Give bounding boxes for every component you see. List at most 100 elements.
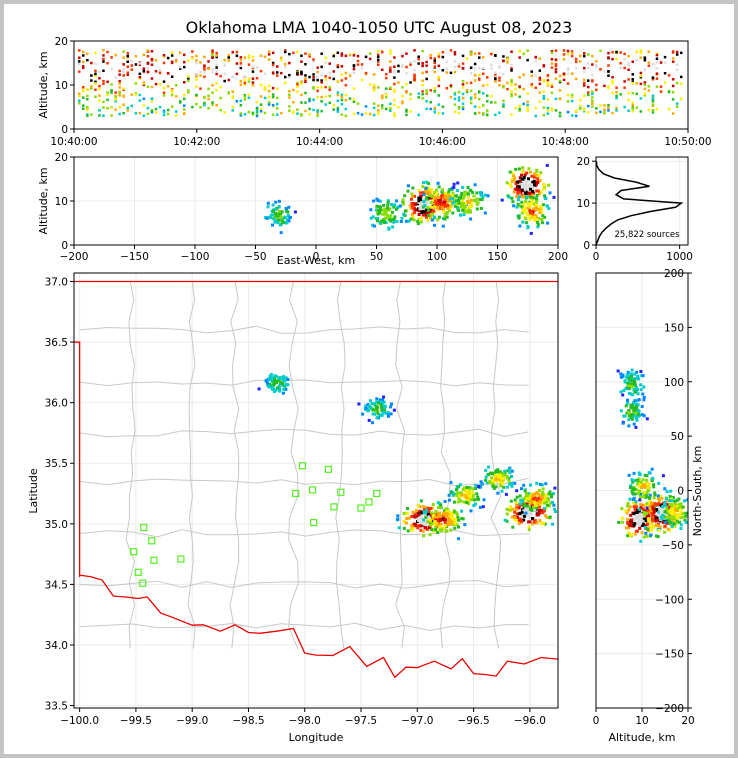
east-west-source-cluster (420, 211, 424, 214)
time-altitude-source (461, 92, 465, 96)
north-south-source-cluster (672, 511, 676, 515)
north-south-source-cluster (628, 497, 632, 501)
north-south-source-cluster (664, 513, 668, 517)
time-altitude-source (203, 75, 206, 78)
time-altitude-source (199, 61, 202, 64)
plan-view-ytick-label: 36.5 (45, 337, 68, 349)
plan-view-source-cluster (519, 498, 523, 502)
plan-view-source-cluster (438, 528, 442, 532)
plan-view-source-cluster (535, 498, 539, 502)
time-altitude-ytick-label: 0 (61, 124, 68, 136)
time-altitude-source (611, 51, 614, 54)
plan-view-source-cluster (487, 465, 490, 469)
north-south-source-cluster (633, 381, 637, 385)
north-south-source-cluster (627, 379, 631, 383)
east-west-source-cluster (529, 231, 533, 235)
north-south-source-cluster (621, 421, 625, 425)
time-altitude-source (385, 107, 388, 111)
time-altitude-source (78, 94, 81, 98)
plan-view-source-cluster (528, 501, 532, 505)
east-west-source-cluster (475, 207, 479, 211)
plan-view-source-cluster (526, 500, 530, 503)
north-south-source-cluster (626, 534, 630, 538)
county-line (395, 281, 406, 649)
time-altitude-source (405, 65, 408, 69)
time-altitude-source (611, 79, 614, 83)
time-altitude-source (372, 102, 376, 105)
east-west-source-cluster (392, 217, 396, 221)
east-west-source-cluster (403, 194, 407, 198)
east-west-source-cluster (419, 191, 423, 195)
time-altitude-source (195, 59, 198, 62)
time-altitude-source (389, 107, 392, 110)
time-altitude-source (433, 106, 436, 110)
time-altitude-source (389, 86, 392, 89)
east-west-source-cluster (431, 212, 434, 216)
plan-view-source-cluster (533, 494, 537, 498)
plan-view-source-cluster (412, 522, 416, 526)
plan-view-source-cluster (524, 496, 528, 499)
time-altitude-source (78, 102, 81, 105)
north-south-source-cluster (640, 519, 644, 523)
east-west-source-cluster (528, 214, 532, 218)
north-south-source-cluster (627, 508, 631, 512)
time-altitude-source (215, 70, 218, 73)
time-altitude-source (445, 87, 449, 90)
east-west-source-cluster (434, 199, 438, 203)
plan-view-source-cluster (436, 524, 440, 527)
north-south-source-cluster (665, 507, 669, 511)
plan-view-source-cluster (283, 379, 287, 383)
time-altitude-source (324, 56, 327, 60)
east-west-source-cluster (517, 214, 521, 218)
north-south-source-cluster (633, 383, 637, 387)
time-altitude-source (538, 82, 542, 86)
plan-view-source-cluster (375, 416, 379, 420)
time-altitude-source (417, 55, 420, 58)
time-altitude-source (271, 51, 275, 55)
east-west-source-cluster (541, 203, 545, 207)
time-altitude-source (615, 57, 618, 61)
time-altitude-source (195, 85, 198, 88)
plan-view-source-cluster (370, 402, 374, 406)
north-south-source-cluster (634, 488, 638, 491)
time-altitude-source (312, 73, 315, 76)
north-south-source-cluster (648, 511, 652, 514)
time-altitude-source (675, 63, 679, 67)
time-altitude-source (243, 56, 247, 59)
plan-view-source-cluster (367, 418, 371, 422)
time-altitude-source (142, 69, 146, 72)
east-west-source-cluster (522, 186, 526, 190)
time-altitude-source (263, 72, 267, 76)
time-altitude-source (280, 111, 283, 115)
time-altitude-source (574, 77, 578, 81)
time-altitude-source (146, 85, 150, 88)
time-altitude-source (162, 113, 166, 117)
plan-view-source-cluster (413, 515, 417, 519)
north-south-source-cluster (629, 379, 633, 383)
east-west-source-cluster (392, 220, 396, 224)
east-west-source-cluster (417, 209, 421, 213)
plan-view-source-cluster (438, 525, 442, 529)
time-altitude-source (502, 86, 505, 89)
time-altitude-source (389, 70, 392, 73)
time-altitude-source (344, 93, 348, 97)
time-altitude-source (276, 102, 279, 106)
north-south-source-cluster (653, 502, 657, 506)
time-altitude-source (655, 108, 659, 111)
time-altitude-source (433, 65, 436, 68)
north-south-source-cluster (663, 510, 667, 514)
time-altitude-source (486, 100, 489, 103)
time-altitude-source (191, 50, 194, 53)
east-west-source-cluster (534, 215, 538, 219)
time-altitude-source (550, 50, 554, 53)
north-south-ylabel: North-South, km (691, 446, 704, 537)
north-south-ytick-label: −50 (662, 540, 684, 552)
time-altitude-source (134, 112, 138, 115)
plan-view-source-cluster (436, 531, 440, 534)
time-altitude-source (566, 68, 570, 72)
time-altitude-source (385, 87, 388, 90)
time-altitude-source (627, 109, 630, 112)
time-altitude-source (243, 94, 247, 97)
north-south-source-cluster (643, 485, 647, 489)
plan-view-ylabel: Latitude (27, 468, 40, 514)
